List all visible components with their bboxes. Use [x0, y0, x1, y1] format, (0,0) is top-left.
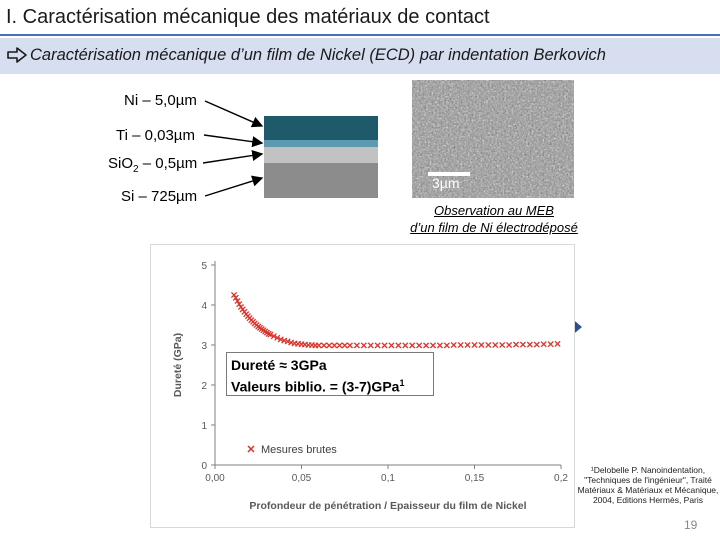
x-tick-label: 0,2 — [554, 473, 568, 484]
data-point — [326, 342, 333, 349]
data-point — [450, 341, 457, 349]
data-point — [395, 342, 402, 349]
data-point — [492, 341, 499, 349]
arrow-si — [204, 175, 264, 197]
data-point — [506, 341, 513, 349]
data-point — [284, 338, 291, 345]
slide-subtitle: Caractérisation mécanique d’un film de N… — [30, 46, 606, 64]
page-number: 19 — [684, 518, 698, 532]
y-tick-label: 2 — [201, 381, 207, 392]
data-point — [270, 333, 277, 340]
data-point — [423, 342, 430, 349]
layer-label-sio2-sub: 2 — [133, 164, 139, 175]
x-tick-label: 0,1 — [381, 473, 395, 484]
x-axis-title: Profondeur de pénétration / Epaisseur du… — [249, 500, 526, 512]
sem-caption: Observation au MEB d’un film de Ni élect… — [394, 202, 594, 236]
data-point — [429, 342, 437, 349]
layer-ni — [264, 116, 378, 140]
data-point — [512, 341, 520, 348]
data-point — [499, 341, 506, 349]
data-point — [353, 342, 360, 349]
data-point — [336, 342, 343, 349]
layer-label-sio2: SiO2 – 0,5µm — [108, 155, 197, 175]
data-point — [540, 341, 547, 348]
data-point — [464, 341, 471, 349]
layer-stack-diagram — [264, 116, 378, 198]
sem-caption-line2: d’un film de Ni électrodéposé — [410, 220, 578, 235]
scale-label: 3µm — [432, 175, 460, 191]
sem-caption-line1: Observation au MEB — [434, 203, 554, 218]
data-point — [478, 341, 485, 349]
reference-footnote: ¹Delobelle P. Nanoindentation, "Techniqu… — [577, 465, 719, 505]
data-point — [360, 342, 367, 349]
data-point — [547, 341, 554, 348]
data-point — [443, 342, 450, 349]
y-tick-label: 1 — [201, 421, 207, 432]
sem-image: 3µm — [412, 80, 574, 198]
data-point — [409, 342, 416, 349]
x-tick-label: 0,00 — [205, 473, 225, 484]
arrow-ti — [203, 134, 264, 148]
callout-line2-main: Valeurs biblio. = (3-7)GPa — [231, 378, 400, 395]
callout-line1: Dureté ≈ 3GPa — [231, 357, 327, 373]
legend-marker — [247, 445, 255, 453]
legend-label: Mesures brutes — [261, 444, 337, 456]
data-point — [341, 342, 348, 349]
layer-label-si: Si – 725µm — [121, 188, 198, 205]
callout-line2-sup: 1 — [399, 378, 405, 388]
data-point — [234, 297, 241, 305]
data-point — [236, 301, 243, 308]
data-point — [274, 334, 281, 341]
y-axis-title: Dureté (GPa) — [172, 333, 184, 397]
y-tick-label: 0 — [201, 461, 207, 472]
x-tick-label: 0,05 — [292, 473, 312, 484]
layer-sio2 — [264, 147, 378, 163]
hardness-callout: Dureté ≈ 3GPa Valeurs biblio. = (3-7)GPa… — [226, 352, 434, 396]
data-point — [315, 342, 322, 349]
page-title: I. Caractérisation mécanique des matéria… — [6, 6, 490, 28]
data-point — [277, 336, 284, 343]
callout-line2: Valeurs biblio. = (3-7)GPa1 — [231, 374, 429, 396]
data-point — [436, 342, 443, 349]
data-point — [554, 340, 561, 347]
data-point — [485, 341, 492, 349]
data-point — [367, 342, 374, 349]
data-point — [519, 341, 526, 348]
data-point — [533, 341, 540, 348]
y-tick-label: 5 — [201, 261, 207, 272]
y-tick-label: 4 — [201, 301, 207, 312]
data-point — [457, 341, 464, 349]
layer-si — [264, 163, 378, 198]
sem-texture — [412, 80, 574, 198]
data-point — [471, 341, 478, 349]
subtitle-bar: Caractérisation mécanique d’un film de N… — [0, 38, 720, 74]
data-point — [265, 330, 272, 337]
data-point — [230, 291, 238, 299]
data-point — [402, 342, 409, 349]
layer-label-sio2-rest: – 0,5µm — [138, 155, 198, 172]
scale-bar — [428, 172, 470, 176]
data-point — [267, 331, 274, 338]
x-tick-label: 0,15 — [465, 473, 485, 484]
layer-label-ti: Ti – 0,03µm — [116, 127, 195, 144]
arrow-sio2 — [202, 149, 264, 164]
layer-label-ni: Ni – 5,0µm — [124, 92, 197, 109]
arrow-right-icon — [7, 47, 27, 63]
data-point — [320, 342, 328, 349]
data-point — [232, 294, 239, 301]
title-bar: I. Caractérisation mécanique des matéria… — [0, 0, 720, 36]
layer-ti — [264, 140, 378, 147]
data-point — [388, 342, 395, 349]
data-point — [346, 342, 353, 349]
chart-svg: 0 1 2 3 4 5 0,00 0,05 0,1 0,15 0,2 Profondeur de pé… — [172, 261, 568, 512]
layer-label-sio2-main: SiO — [108, 155, 134, 172]
data-point — [374, 342, 381, 349]
data-point — [381, 342, 388, 349]
arrow-ni — [204, 100, 264, 128]
y-tick-label: 3 — [201, 341, 207, 352]
data-point — [526, 341, 533, 348]
data-point — [416, 342, 423, 349]
data-point — [331, 342, 338, 349]
